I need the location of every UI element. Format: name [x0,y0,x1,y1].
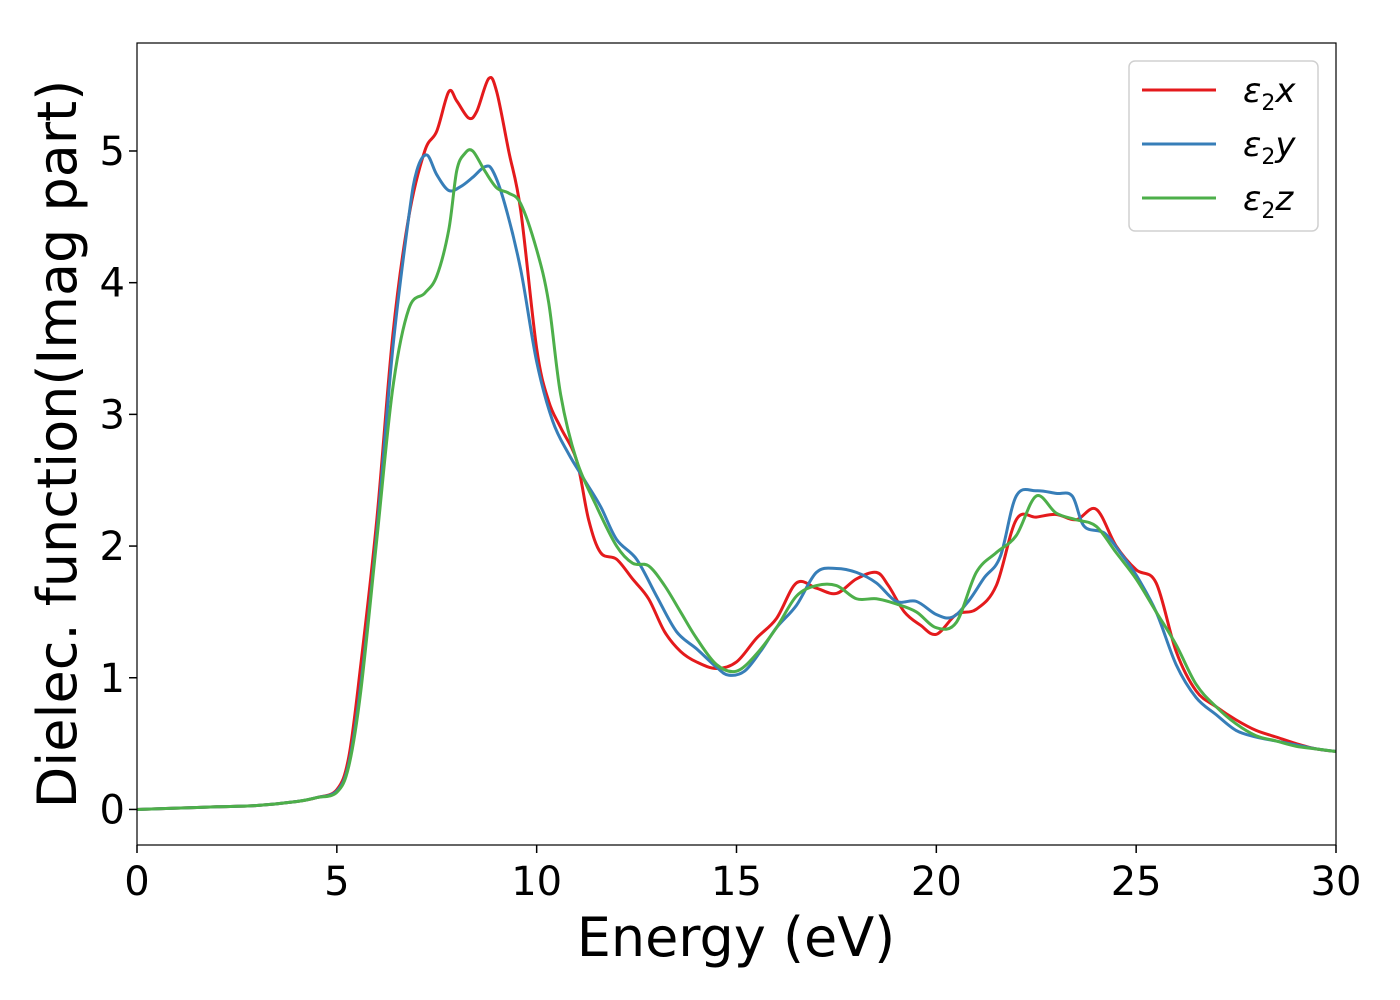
x-tick-label: 5 [324,859,349,905]
y-axis-ticks: 0 1 2 3 4 5 [100,129,137,833]
y-tick-label: 3 [100,392,125,438]
x-tick-label: 25 [1111,859,1162,905]
legend-label-x: ε2x [1243,71,1296,116]
legend-box [1128,60,1319,232]
x-axis-title: Energy (eV) [577,906,896,969]
x-tick-label: 15 [711,859,762,905]
legend-label-y: ε2y [1243,125,1296,170]
series-line-z [136,148,1337,811]
series-lines [136,76,1337,811]
y-tick-label: 0 [100,787,125,833]
x-tick-label: 30 [1311,859,1362,905]
y-tick-label: 5 [100,129,125,175]
y-tick-label: 4 [100,261,125,307]
x-tick-label: 20 [911,859,962,905]
x-tick-label: 0 [124,859,149,905]
legend: ε2x ε2y ε2z [1128,60,1319,232]
y-tick-label: 1 [100,656,125,702]
legend-label-z: ε2z [1243,179,1294,224]
x-tick-label: 10 [511,859,562,905]
series-line-y [136,153,1337,811]
x-axis-ticks: 0 5 10 15 20 25 30 [124,845,1361,905]
y-tick-label: 2 [100,524,125,570]
y-axis-title: Dielec. function(Imag part) [26,80,89,809]
